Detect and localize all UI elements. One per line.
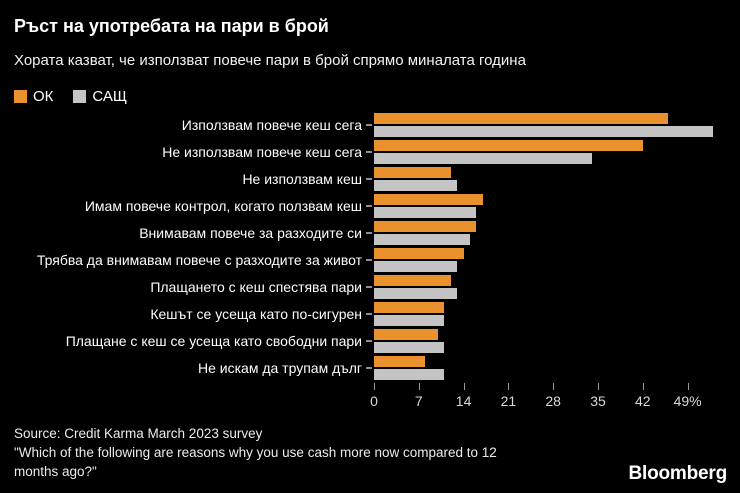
source-line: "Which of the following are reasons why … <box>14 445 497 460</box>
page-subtitle: Хората казват, че използват повече пари … <box>14 52 526 69</box>
bar-uk <box>374 113 669 124</box>
bar-uk <box>374 248 464 259</box>
category-axis-tick <box>366 124 372 126</box>
bar-us <box>374 369 445 380</box>
legend-label: САЩ <box>92 88 127 105</box>
category-label: Кешът се усеща като по-сигурен <box>150 306 362 322</box>
x-axis-tick <box>553 383 555 390</box>
x-axis-label: 49% <box>673 393 702 409</box>
category-axis-tick <box>366 259 372 261</box>
x-axis-tick <box>508 383 510 390</box>
x-axis-tick <box>463 383 465 390</box>
source-note: Source: Credit Karma March 2023 survey "… <box>14 424 497 481</box>
x-axis-label: 28 <box>545 393 561 409</box>
x-axis-label: 14 <box>455 393 472 409</box>
x-axis-tick <box>598 383 599 390</box>
legend-item: ОК <box>14 88 53 105</box>
category-axis-tick <box>366 286 372 288</box>
bloomberg-logo: Bloomberg <box>628 463 728 484</box>
bar-us <box>374 126 714 137</box>
page-title: Ръст на употребата на пари в брой <box>14 16 329 36</box>
x-axis-label: 21 <box>500 393 517 409</box>
bar-us <box>374 315 445 326</box>
bar-uk <box>374 356 426 367</box>
bar-uk <box>374 194 483 205</box>
category-label: Внимавам повече за разходите си <box>139 225 362 241</box>
category-axis-tick <box>366 232 372 234</box>
x-axis-label: 42 <box>635 393 651 409</box>
source-line: Source: Credit Karma March 2023 survey <box>14 426 263 441</box>
bar-us <box>374 234 470 245</box>
category-axis-tick <box>366 340 372 342</box>
bar-us <box>374 261 458 272</box>
bar-uk <box>374 302 445 313</box>
bar-chart: Използвам повече кеш сега Не използвам по… <box>0 113 740 385</box>
bar-us <box>374 153 592 164</box>
legend-label: ОК <box>33 88 54 105</box>
legend: ОК САЩ <box>14 88 127 105</box>
bar-us <box>374 342 445 353</box>
x-axis: 0 7 14 21 28 35 42 49% <box>0 383 740 413</box>
x-axis-label: 0 <box>370 393 378 409</box>
category-axis-tick <box>366 151 372 153</box>
category-axis-tick <box>366 313 372 315</box>
x-axis-tick <box>374 383 375 390</box>
bar-us <box>374 207 477 218</box>
x-axis-label: 35 <box>590 393 606 409</box>
bar-uk <box>374 221 477 232</box>
legend-swatch <box>14 90 27 103</box>
bar-us <box>374 180 458 191</box>
x-axis-tick <box>642 383 644 390</box>
category-label: Плащане с кеш се усеща като свободни пар… <box>65 333 362 349</box>
category-label: Не използвам повече кеш сега <box>162 144 362 160</box>
category-label: Имам повече контрол, когато ползвам кеш <box>84 198 362 214</box>
bar-uk <box>374 275 451 286</box>
bar-uk <box>374 167 451 178</box>
category-label: Не искам да трупам дълг <box>198 360 362 376</box>
category-axis-tick <box>366 367 372 369</box>
legend-swatch <box>73 90 87 103</box>
category-axis-tick <box>366 178 372 180</box>
legend-item: САЩ <box>73 88 127 105</box>
bar-us <box>374 288 458 299</box>
x-axis-label: 7 <box>414 393 423 409</box>
source-line: months ago?" <box>14 464 97 479</box>
category-axis-tick <box>366 205 372 207</box>
x-axis-tick <box>418 383 420 390</box>
x-axis-tick <box>687 383 689 390</box>
bar-uk <box>374 140 643 151</box>
category-label: Не използвам кеш <box>242 171 362 187</box>
category-label: Трябва да внимавам повече с разходите за… <box>36 252 362 268</box>
category-label: Плащането с кеш спестява пари <box>150 279 362 295</box>
bar-uk <box>374 329 438 340</box>
category-label: Използвам повече кеш сега <box>181 117 362 133</box>
